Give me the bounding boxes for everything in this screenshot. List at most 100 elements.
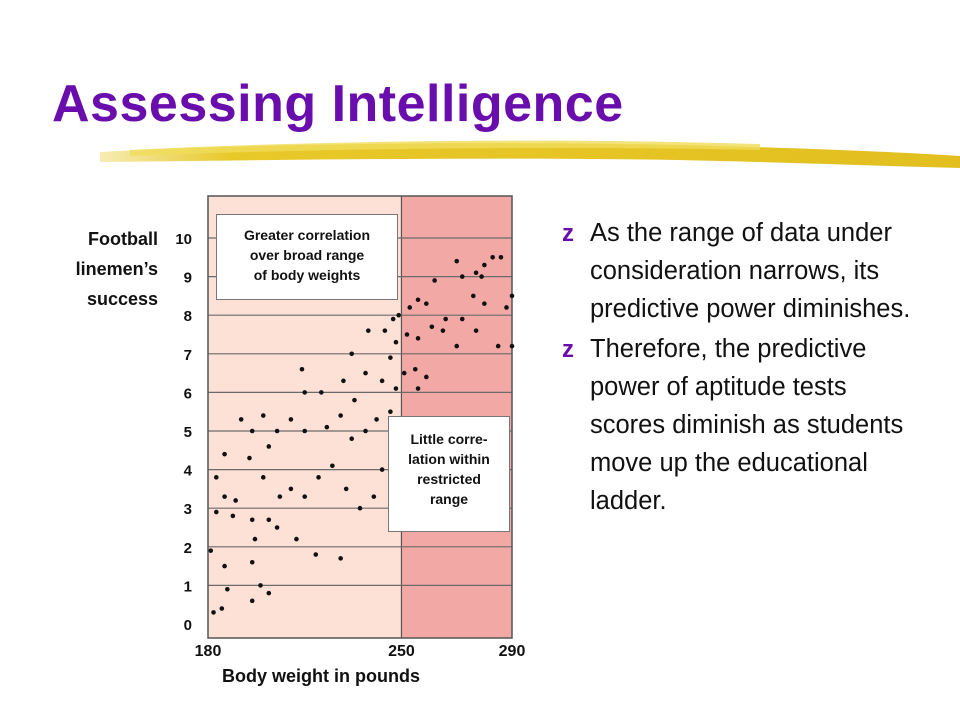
data-point	[379, 378, 385, 384]
data-point	[424, 301, 429, 306]
data-point	[459, 316, 465, 322]
data-point	[249, 559, 255, 565]
data-point	[211, 610, 216, 615]
bullet-text: As the range of data under consideration…	[590, 219, 911, 323]
data-point	[249, 517, 255, 523]
data-point	[277, 494, 283, 499]
data-point	[498, 254, 504, 260]
data-point	[363, 428, 368, 434]
data-point	[349, 436, 355, 442]
annotation-broad-line-3: of body weights	[253, 267, 361, 283]
data-point	[424, 374, 429, 380]
data-point	[233, 498, 238, 503]
data-point	[249, 598, 255, 604]
data-point	[429, 324, 435, 330]
y-tick-label: 10	[175, 231, 192, 248]
data-point	[252, 536, 258, 542]
data-point	[363, 370, 368, 376]
data-point	[258, 583, 263, 588]
annotation-restricted-line-4: range	[429, 491, 469, 507]
data-point	[247, 455, 252, 461]
data-point	[407, 305, 413, 310]
data-point	[316, 475, 321, 480]
data-point	[504, 305, 509, 310]
data-point	[473, 270, 479, 276]
y-tick-label: 7	[184, 347, 192, 364]
bullet-marker-icon: z	[562, 220, 574, 247]
data-point	[401, 370, 407, 376]
data-point	[443, 316, 448, 322]
data-point	[352, 397, 357, 403]
plot-border	[207, 195, 513, 639]
data-point	[454, 343, 460, 349]
data-point	[343, 486, 349, 492]
slide-title: Assessing Intelligence	[52, 75, 624, 133]
data-point	[302, 494, 308, 499]
data-point	[415, 336, 421, 341]
y-tick-label: 3	[184, 501, 192, 518]
data-point	[288, 486, 294, 492]
data-point	[357, 505, 363, 511]
x-axis-label: Body weight in pounds	[222, 666, 420, 686]
annotation-broad-range: Greater correlation over broad range of …	[216, 214, 398, 300]
annotation-restricted-line-1: Little corre-	[410, 431, 488, 447]
data-point	[390, 316, 396, 322]
data-point	[213, 509, 219, 515]
bullet-item: z As the range of data under considerati…	[562, 214, 922, 328]
data-point	[341, 378, 346, 384]
data-point	[225, 586, 230, 592]
data-point	[415, 386, 421, 391]
data-point	[266, 444, 272, 449]
y-tick-label: 4	[184, 463, 193, 480]
data-point	[432, 278, 437, 283]
data-point	[379, 467, 385, 472]
x-tick-label: 290	[499, 643, 526, 660]
x-tick-label: 250	[388, 643, 415, 660]
data-point	[260, 475, 266, 480]
data-point	[482, 262, 487, 268]
data-point	[222, 494, 227, 499]
data-point	[338, 556, 343, 561]
data-point	[388, 355, 393, 360]
data-point	[294, 536, 299, 542]
data-point	[412, 366, 418, 372]
data-point	[509, 343, 515, 349]
bullet-text: Therefore, the predictive power of aptit…	[590, 335, 904, 515]
data-point	[393, 339, 399, 345]
data-point	[302, 390, 308, 395]
annotation-broad-line-2: over broad range	[249, 247, 365, 263]
data-point	[371, 494, 377, 499]
data-point	[404, 332, 410, 337]
data-point	[495, 343, 501, 349]
data-point	[471, 293, 476, 299]
data-point	[219, 606, 225, 611]
y-axis-label-line-1: Football	[88, 229, 158, 249]
y-tick-label: 8	[184, 308, 192, 325]
x-tick-label: 180	[195, 643, 222, 660]
data-point	[393, 386, 399, 391]
annotation-restricted-line-3: restricted	[417, 471, 481, 487]
annotation-restricted-range: Little corre- lation within restricted r…	[388, 416, 510, 532]
data-point	[365, 328, 371, 333]
data-point	[313, 552, 319, 557]
y-tick-label: 0	[184, 617, 192, 634]
y-tick-label: 9	[184, 270, 192, 287]
data-point	[338, 413, 343, 418]
data-point	[266, 590, 272, 596]
data-point	[415, 297, 421, 303]
y-tick-label: 5	[184, 424, 192, 441]
data-point	[440, 328, 446, 333]
bullet-marker-icon: z	[562, 336, 574, 363]
y-axis-label-line-3: success	[86, 289, 158, 309]
data-point	[509, 293, 515, 299]
data-point	[374, 417, 379, 422]
data-point	[388, 409, 393, 415]
data-point	[238, 417, 244, 422]
data-point	[208, 548, 214, 553]
data-point	[222, 563, 227, 569]
data-point	[302, 428, 308, 434]
data-point	[319, 390, 324, 395]
annotation-broad-line-1: Greater correlation	[243, 227, 371, 243]
bullet-item: z Therefore, the predictive power of apt…	[562, 330, 922, 520]
